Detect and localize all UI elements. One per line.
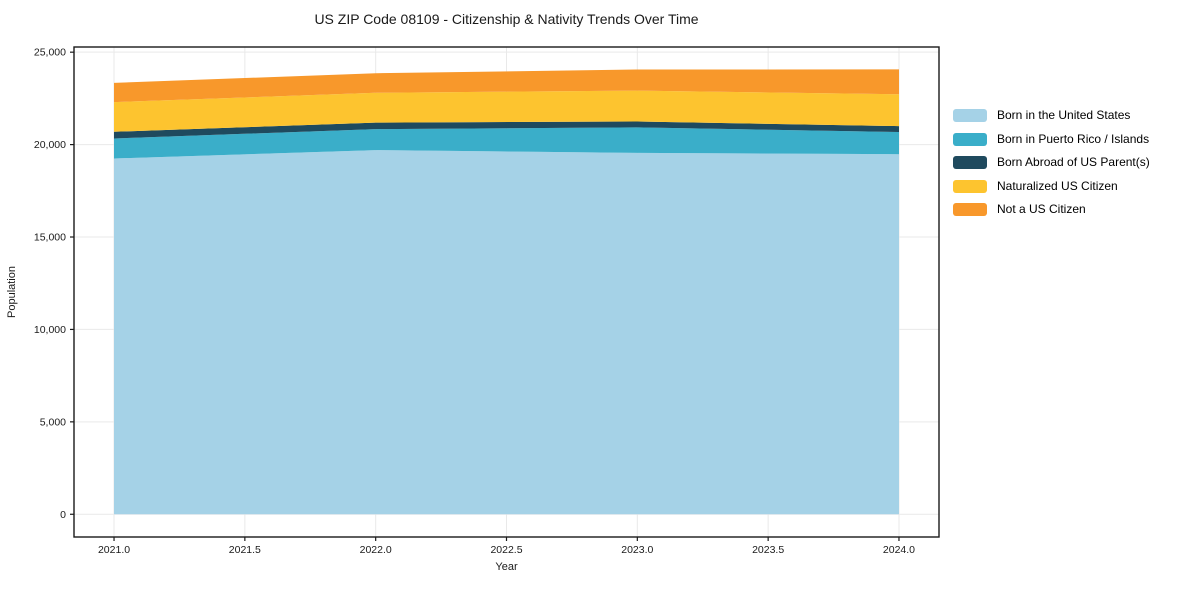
x-tick-label: 2022.0 bbox=[360, 544, 392, 556]
x-tick-label: 2023.5 bbox=[752, 544, 784, 556]
legend-swatch bbox=[953, 132, 987, 146]
legend-item-born-abroad-of-us-parent-s: Born Abroad of US Parent(s) bbox=[953, 156, 1150, 169]
y-tick-label: 20,000 bbox=[34, 139, 66, 151]
y-axis-label: Population bbox=[6, 266, 18, 318]
x-tick-label: 2021.5 bbox=[229, 544, 261, 556]
x-axis-label: Year bbox=[495, 561, 518, 573]
legend-label: Born in the United States bbox=[997, 108, 1131, 122]
y-tick-label: 10,000 bbox=[34, 324, 66, 336]
y-tick-label: 5,000 bbox=[40, 416, 66, 428]
y-tick-label: 0 bbox=[60, 509, 66, 521]
x-tick-label: 2023.0 bbox=[621, 544, 653, 556]
area-born-abroad-of-us-parent-s bbox=[114, 121, 899, 139]
y-tick-label: 25,000 bbox=[34, 47, 66, 59]
area-not-a-us-citizen bbox=[114, 69, 899, 103]
legend-item-born-in-puerto-rico-islands: Born in Puerto Rico / Islands bbox=[953, 131, 1150, 146]
legend-swatch bbox=[953, 179, 987, 193]
x-tick-label: 2024.0 bbox=[883, 544, 915, 556]
axis-ticks: 2021.0 2021.5 2022.0 2022.5 2023.0 2023.5 2024… bbox=[34, 47, 915, 556]
legend-label: Naturalized US Citizen bbox=[997, 178, 1118, 193]
legend-label: Born Abroad of US Parent(s) bbox=[997, 155, 1150, 169]
area-naturalized-us-citizen bbox=[114, 90, 899, 132]
area-born-in-puerto-rico-islands bbox=[114, 127, 899, 159]
legend: Born in the United States Born in Puerto … bbox=[953, 109, 1150, 227]
legend-item-born-in-the-united-states: Born in the United States bbox=[953, 109, 1150, 122]
legend-swatch bbox=[953, 109, 987, 122]
legend-label: Not a US Citizen bbox=[997, 202, 1086, 216]
x-tick-label: 2022.5 bbox=[490, 544, 522, 556]
area-series-group bbox=[114, 69, 899, 515]
legend-item-not-a-us-citizen: Not a US Citizen bbox=[953, 203, 1150, 216]
legend-label: Born in Puerto Rico / Islands bbox=[997, 131, 1150, 146]
x-tick-label: 2021.0 bbox=[98, 544, 130, 556]
y-tick-label: 15,000 bbox=[34, 232, 66, 244]
legend-swatch bbox=[953, 203, 987, 216]
legend-item-naturalized-us-citizen: Naturalized US Citizen bbox=[953, 178, 1150, 193]
chart-title: US ZIP Code 08109 - Citizenship & Nativi… bbox=[314, 11, 698, 27]
area-born-in-the-united-states bbox=[114, 150, 899, 515]
legend-swatch bbox=[953, 156, 987, 169]
